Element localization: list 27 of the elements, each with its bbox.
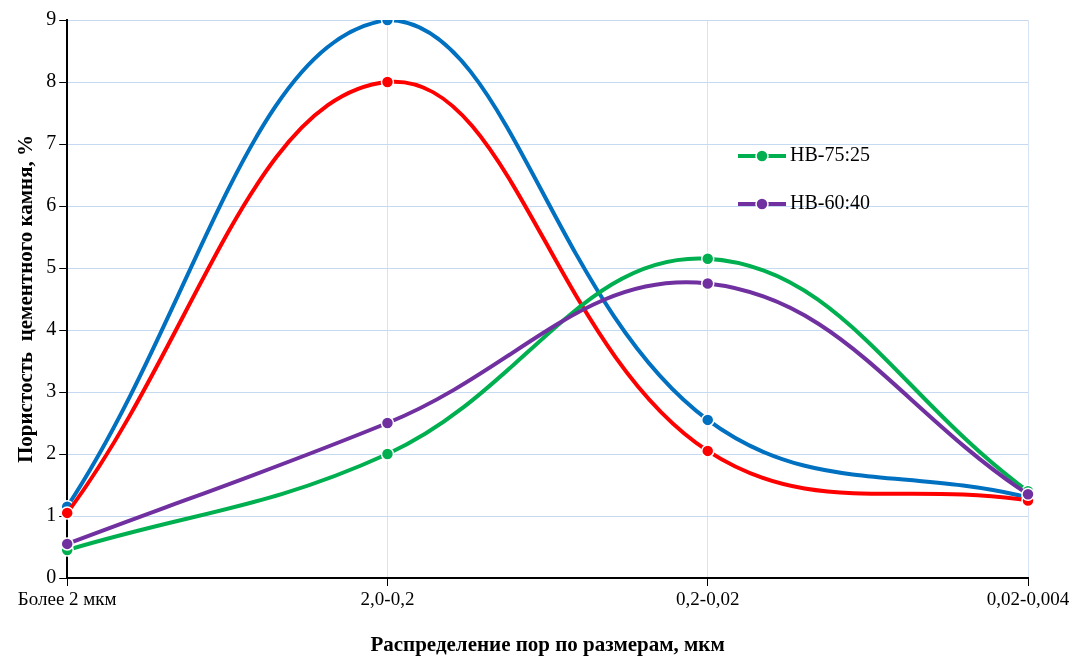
y-tick-label: 2 — [46, 441, 57, 464]
point — [700, 251, 715, 266]
y-tick-label: 3 — [46, 379, 57, 402]
point — [700, 444, 715, 458]
y-tick-label: 9 — [46, 7, 57, 30]
point — [60, 537, 74, 551]
x-tick-label: Более 2 мкм — [17, 588, 117, 610]
x-axis-title: Распределение пор по размерам, мкм — [370, 631, 725, 656]
x-tick-label: 2,0-0,2 — [360, 588, 415, 610]
x-tick-label: 0,2-0,02 — [676, 588, 740, 610]
point — [380, 416, 395, 430]
point — [700, 276, 715, 291]
legend-label: НВ-75:25 — [790, 143, 870, 166]
legend-label: НВ-60:40 — [790, 191, 870, 214]
y-tick-label: 5 — [46, 255, 57, 278]
y-tick-label: 6 — [46, 193, 57, 216]
point — [60, 506, 74, 520]
y-tick-label: 7 — [46, 131, 57, 154]
y-tick-label: 0 — [46, 565, 57, 588]
y-axis-title: Пористость цементного камня, % — [13, 134, 38, 464]
point — [380, 447, 395, 461]
y-tick-label: 8 — [46, 69, 57, 92]
y-tick-label: 1 — [46, 503, 57, 526]
y-tick-label: 4 — [46, 317, 57, 340]
point — [380, 75, 395, 89]
x-tick-label: 0,02-0,004 — [986, 588, 1070, 610]
point — [700, 413, 715, 427]
